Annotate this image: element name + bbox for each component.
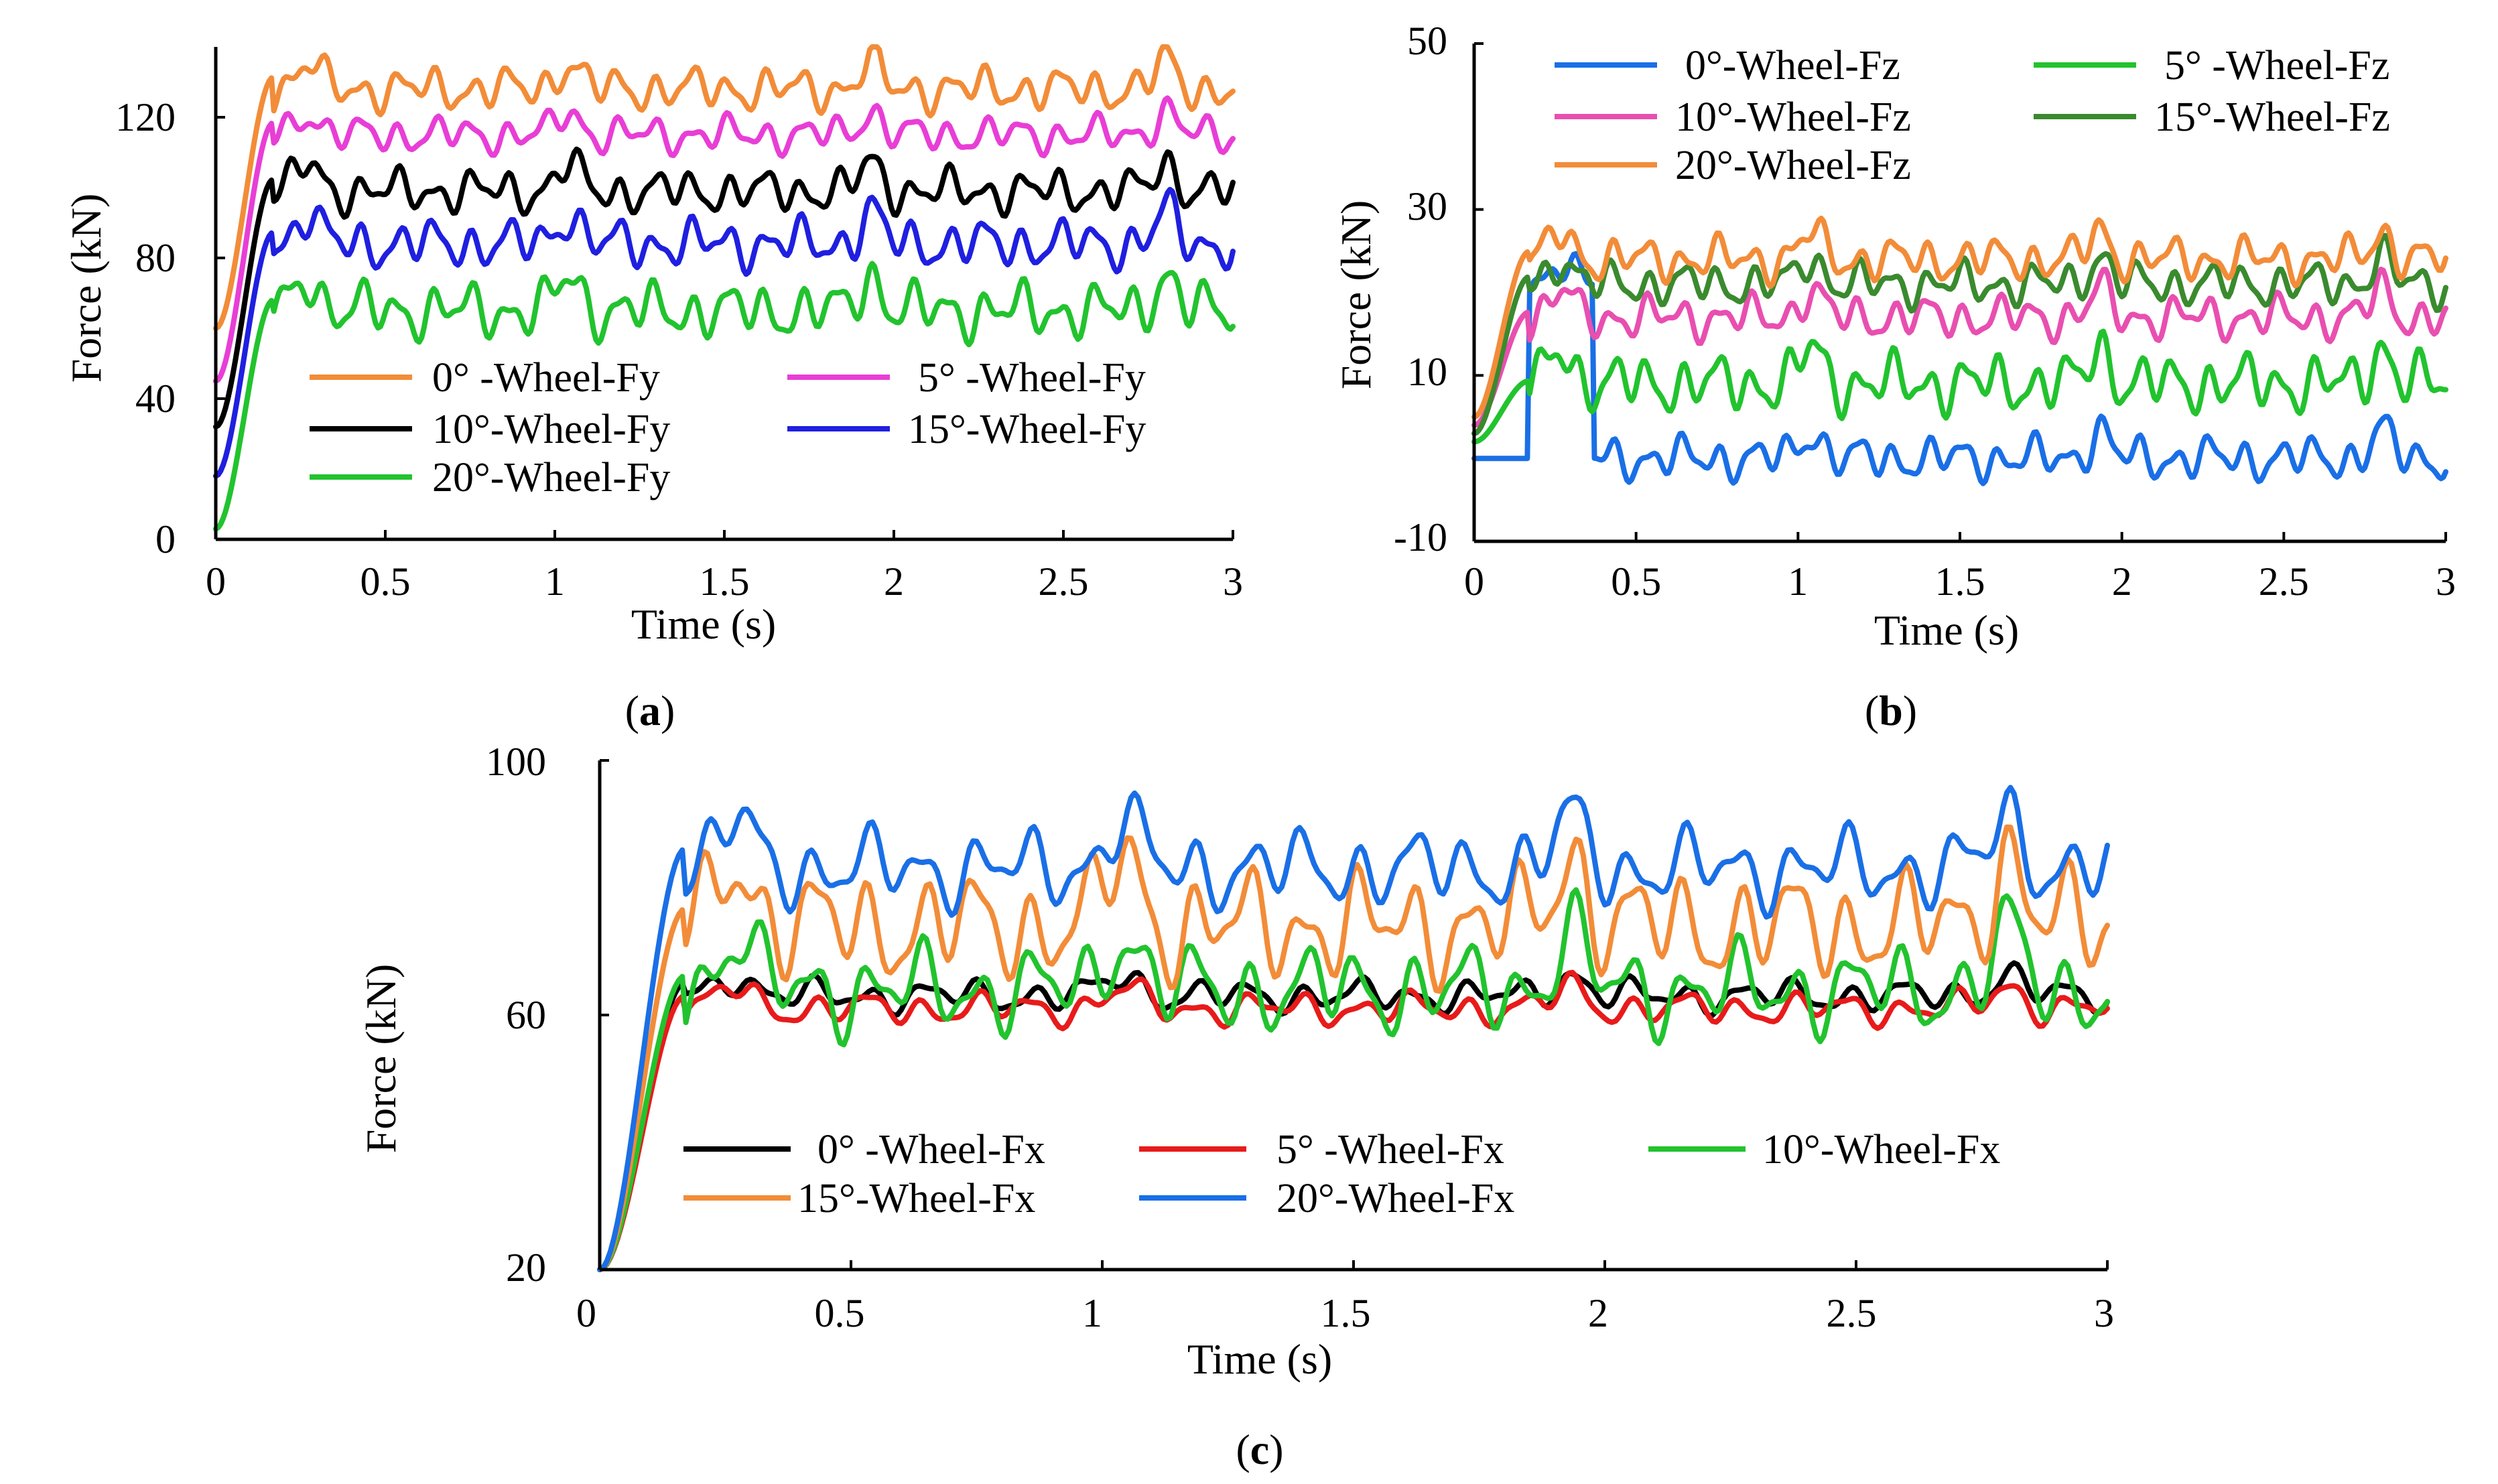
panel-c-series-line xyxy=(597,969,2110,1272)
panel-b-series-line xyxy=(1471,251,2448,486)
panel-c-y-axis-title: Force (kN) xyxy=(357,964,405,1154)
panel-a-y-tick-label: 40 xyxy=(135,377,176,421)
panel-a-x-tick-label: 2 xyxy=(884,559,904,604)
panel-b-caption-open: ( xyxy=(1865,687,1879,734)
panel-a-legend: 0° -Wheel-Fy 5° -Wheel-Fy 10°-Wheel-Fy 1… xyxy=(310,355,1146,500)
panel-b-legend-label: 20°-Wheel-Fz xyxy=(1675,143,1911,188)
panel-a-x-tick-label: 1 xyxy=(545,559,565,604)
panel-b-legend: 0°-Wheel-Fz 5° -Wheel-Fz 10°-Wheel-Fz 15… xyxy=(1555,43,2390,188)
panel-a-legend-label: 10°-Wheel-Fy xyxy=(432,407,670,452)
panel-c-x-tick-label: 1 xyxy=(1082,1291,1102,1335)
panel-b-x-axis-title: Time (s) xyxy=(1874,606,2019,654)
panel-b-series-line xyxy=(1471,232,2448,436)
panel-a-y-tick-label: 80 xyxy=(135,236,176,280)
panel-c-x-axis-title: Time (s) xyxy=(1187,1335,1332,1383)
panel-a-chart: 0 0.5 1 1.5 2 2.5 3 0 40 80 120 Time (s)… xyxy=(62,44,1243,734)
panel-a-y-tick-label: 120 xyxy=(115,95,176,139)
panel-a-series-line xyxy=(213,95,1236,384)
panel-a-y-tick-label: 0 xyxy=(155,517,176,561)
panel-a-caption-close: ) xyxy=(661,687,675,734)
panel-c-legend: 0° -Wheel-Fx 5° -Wheel-Fx 10°-Wheel-Fx 1… xyxy=(683,1127,2000,1221)
panel-c-legend-label: 0° -Wheel-Fx xyxy=(817,1127,1045,1172)
panel-b-y-tick-marks xyxy=(1474,42,1484,543)
panel-b-y-tick-label: 30 xyxy=(1407,184,1447,228)
panel-a-x-tick-label: 1.5 xyxy=(700,559,750,604)
panel-a-x-tick-label: 3 xyxy=(1223,559,1243,604)
panel-c-series-line xyxy=(597,960,2110,1272)
panel-a-legend-label: 0° -Wheel-Fy xyxy=(432,355,660,401)
panel-c-y-tick-marks xyxy=(600,759,609,1271)
panel-a-legend-label: 5° -Wheel-Fy xyxy=(918,355,1146,401)
panel-b-x-tick-label: 2 xyxy=(2112,559,2132,604)
panel-c-series-group xyxy=(597,785,2110,1272)
panel-b-legend-label: 0°-Wheel-Fz xyxy=(1685,43,1900,88)
panel-b-x-tick-label: 0.5 xyxy=(1611,559,1661,604)
panel-c-caption-letter: c xyxy=(1250,1426,1269,1473)
panel-b-series-group xyxy=(1471,215,2448,486)
panel-a-series-line xyxy=(213,186,1236,479)
panel-b-legend-label: 5° -Wheel-Fz xyxy=(2164,43,2389,88)
panel-c-x-tick-label: 0 xyxy=(576,1291,596,1335)
panel-a-caption-letter: a xyxy=(639,687,661,734)
panel-a-x-tick-label: 2.5 xyxy=(1039,559,1089,604)
panel-a-series-group xyxy=(213,44,1236,532)
panel-c-x-tick-label: 2 xyxy=(1588,1291,1608,1335)
panel-c-chart: 0 0.5 1 1.5 2 2.5 3 20 60 100 Time (s) F… xyxy=(357,740,2114,1473)
panel-c-y-tick-label: 20 xyxy=(506,1245,546,1290)
panel-c-legend-label: 10°-Wheel-Fx xyxy=(1762,1127,2000,1172)
panel-c-x-tick-marks xyxy=(598,1260,2109,1270)
panel-a-x-tick-label: 0 xyxy=(206,559,226,604)
panel-b-x-tick-label: 3 xyxy=(2436,559,2456,604)
panel-c-x-tick-label: 1.5 xyxy=(1321,1291,1371,1335)
panel-b-y-tick-label: 10 xyxy=(1407,350,1447,394)
panel-c-caption: (c) xyxy=(1236,1426,1283,1473)
panel-c-series-line xyxy=(597,887,2110,1272)
panel-c-y-tick-label: 100 xyxy=(486,740,546,784)
panel-c-legend-label: 15°-Wheel-Fx xyxy=(797,1176,1035,1221)
panel-b-series-line xyxy=(1471,328,2448,445)
panel-a-caption-open: ( xyxy=(625,687,639,734)
panel-a-series-line xyxy=(213,44,1236,331)
panel-c-legend-label: 20°-Wheel-Fx xyxy=(1276,1176,1514,1221)
panel-b-series-line xyxy=(1471,215,2448,420)
panel-b-x-tick-label: 1 xyxy=(1788,559,1808,604)
panel-a-series-line xyxy=(213,146,1236,429)
panel-b-x-tick-label: 2.5 xyxy=(2259,559,2309,604)
panel-b-chart: 0 0.5 1 1.5 2 2.5 3 -10 10 30 50 Time (s… xyxy=(1332,19,2456,734)
panel-b-legend-label: 10°-Wheel-Fz xyxy=(1675,94,1911,140)
panel-a-series-line xyxy=(213,261,1236,532)
panel-c-caption-close: ) xyxy=(1269,1426,1283,1473)
panel-b-y-tick-label: -10 xyxy=(1394,515,1447,559)
panel-c-x-tick-label: 2.5 xyxy=(1827,1291,1877,1335)
panel-a-y-tick-marks xyxy=(216,116,225,541)
panel-c-x-tick-label: 3 xyxy=(2094,1291,2114,1335)
panel-b-y-axis-title: Force (kN) xyxy=(1332,200,1380,390)
panel-c-x-tick-label: 0.5 xyxy=(815,1291,865,1335)
panel-a-legend-label: 15°-Wheel-Fy xyxy=(908,407,1146,452)
panel-c-legend-label: 5° -Wheel-Fx xyxy=(1276,1127,1504,1172)
panel-b-caption-close: ) xyxy=(1903,687,1917,734)
panel-c-caption-open: ( xyxy=(1236,1426,1250,1473)
panel-a-caption: (a) xyxy=(625,687,675,734)
panel-b-caption: (b) xyxy=(1865,687,1917,734)
panel-c-series-line xyxy=(597,785,2110,1272)
panel-b-x-tick-marks xyxy=(1473,532,2447,541)
panel-a-x-tick-label: 0.5 xyxy=(360,559,411,604)
panel-a-x-tick-marks xyxy=(214,530,1234,539)
panel-b-legend-label: 15°-Wheel-Fz xyxy=(2154,94,2390,140)
panel-b-y-tick-label: 50 xyxy=(1407,19,1447,63)
panel-b-x-tick-label: 0 xyxy=(1464,559,1484,604)
panel-b-caption-letter: b xyxy=(1879,687,1903,734)
panel-b-series-line xyxy=(1471,267,2448,428)
panel-c-y-tick-label: 60 xyxy=(506,993,546,1037)
panel-a-legend-label: 20°-Wheel-Fy xyxy=(432,455,670,500)
panel-a-y-axis-title: Force (kN) xyxy=(62,194,110,383)
panel-a-x-axis-title: Time (s) xyxy=(631,600,776,648)
panel-b-x-tick-label: 1.5 xyxy=(1935,559,1985,604)
